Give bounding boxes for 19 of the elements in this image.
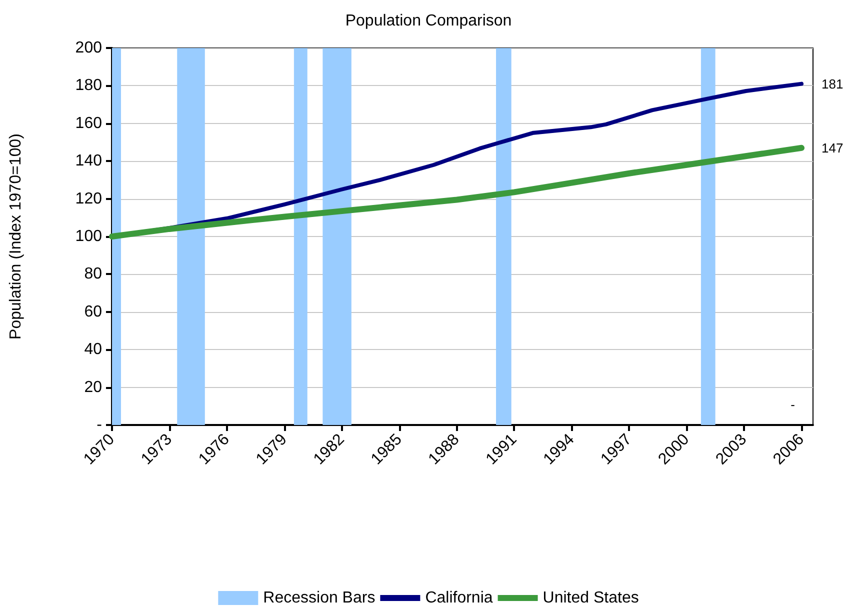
- y-tick-label: 100: [75, 228, 102, 245]
- y-tick-label: 200: [75, 40, 102, 56]
- y-tick-label: 180: [75, 77, 102, 94]
- y-tick-label: 20: [84, 378, 102, 396]
- y-tick-label: 160: [75, 114, 102, 132]
- y-tick-label: 60: [84, 303, 102, 320]
- chart-title: Population Comparison: [345, 12, 512, 30]
- annotation: -: [790, 397, 796, 412]
- y-tick-label: 80: [84, 266, 102, 283]
- y-tick-label: 120: [75, 190, 102, 208]
- legend-label: United States: [542, 590, 639, 606]
- y-tick-label: 40: [84, 341, 102, 358]
- y-tick-label: -: [96, 416, 102, 434]
- y-tick-label: 140: [75, 152, 102, 170]
- y-axis-title: Population (Index 1970=100): [8, 134, 24, 340]
- legend-label: California: [425, 590, 493, 606]
- data-label: 181: [822, 76, 844, 92]
- legend-label: Recession Bars: [263, 590, 376, 606]
- data-label: 147: [822, 140, 844, 156]
